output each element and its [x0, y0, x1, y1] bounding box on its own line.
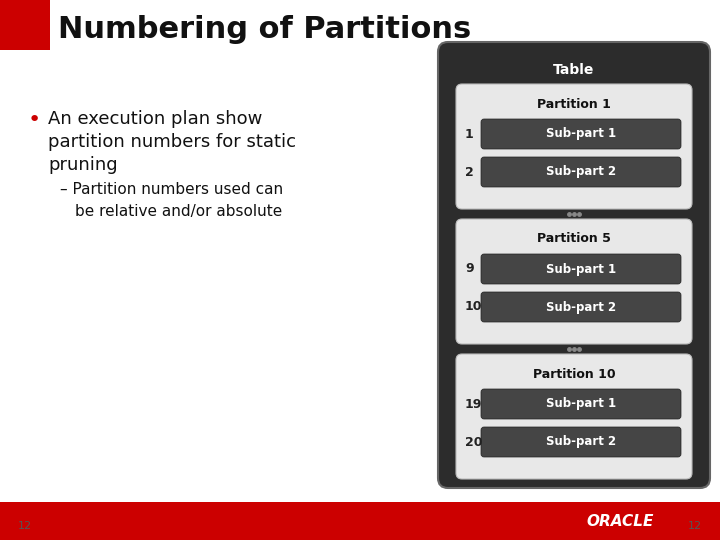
- FancyBboxPatch shape: [456, 354, 692, 479]
- FancyBboxPatch shape: [438, 42, 710, 488]
- Text: – Partition numbers used can: – Partition numbers used can: [60, 182, 283, 197]
- FancyBboxPatch shape: [456, 84, 692, 209]
- Text: Sub-part 2: Sub-part 2: [546, 165, 616, 179]
- FancyBboxPatch shape: [481, 427, 681, 457]
- Text: An execution plan show: An execution plan show: [48, 110, 262, 128]
- Text: 1: 1: [465, 127, 474, 140]
- Bar: [0, 502, 720, 540]
- Text: 20: 20: [465, 435, 482, 449]
- Text: Sub-part 1: Sub-part 1: [546, 127, 616, 140]
- Bar: [0, 0, 50, 50]
- FancyBboxPatch shape: [481, 254, 681, 284]
- Text: Table: Table: [553, 63, 595, 77]
- Text: be relative and/or absolute: be relative and/or absolute: [75, 204, 282, 219]
- Text: Numbering of Partitions: Numbering of Partitions: [58, 16, 472, 44]
- FancyBboxPatch shape: [481, 292, 681, 322]
- Text: 19: 19: [465, 397, 482, 410]
- Text: Sub-part 2: Sub-part 2: [546, 435, 616, 449]
- FancyBboxPatch shape: [481, 389, 681, 419]
- Text: Partition 1: Partition 1: [537, 98, 611, 111]
- Text: Sub-part 2: Sub-part 2: [546, 300, 616, 314]
- FancyBboxPatch shape: [456, 219, 692, 344]
- Text: 9: 9: [465, 262, 474, 275]
- Text: Sub-part 1: Sub-part 1: [546, 397, 616, 410]
- Text: pruning: pruning: [48, 156, 117, 174]
- Text: Partition 10: Partition 10: [533, 368, 616, 381]
- FancyBboxPatch shape: [481, 119, 681, 149]
- Text: •: •: [28, 110, 41, 130]
- Text: Partition 5: Partition 5: [537, 233, 611, 246]
- Text: 12: 12: [688, 521, 702, 531]
- FancyBboxPatch shape: [481, 157, 681, 187]
- Text: 12: 12: [18, 521, 32, 531]
- Text: partition numbers for static: partition numbers for static: [48, 133, 296, 151]
- Text: Sub-part 1: Sub-part 1: [546, 262, 616, 275]
- Text: 2: 2: [465, 165, 474, 179]
- Text: ORACLE: ORACLE: [586, 514, 654, 529]
- Text: 10: 10: [465, 300, 482, 314]
